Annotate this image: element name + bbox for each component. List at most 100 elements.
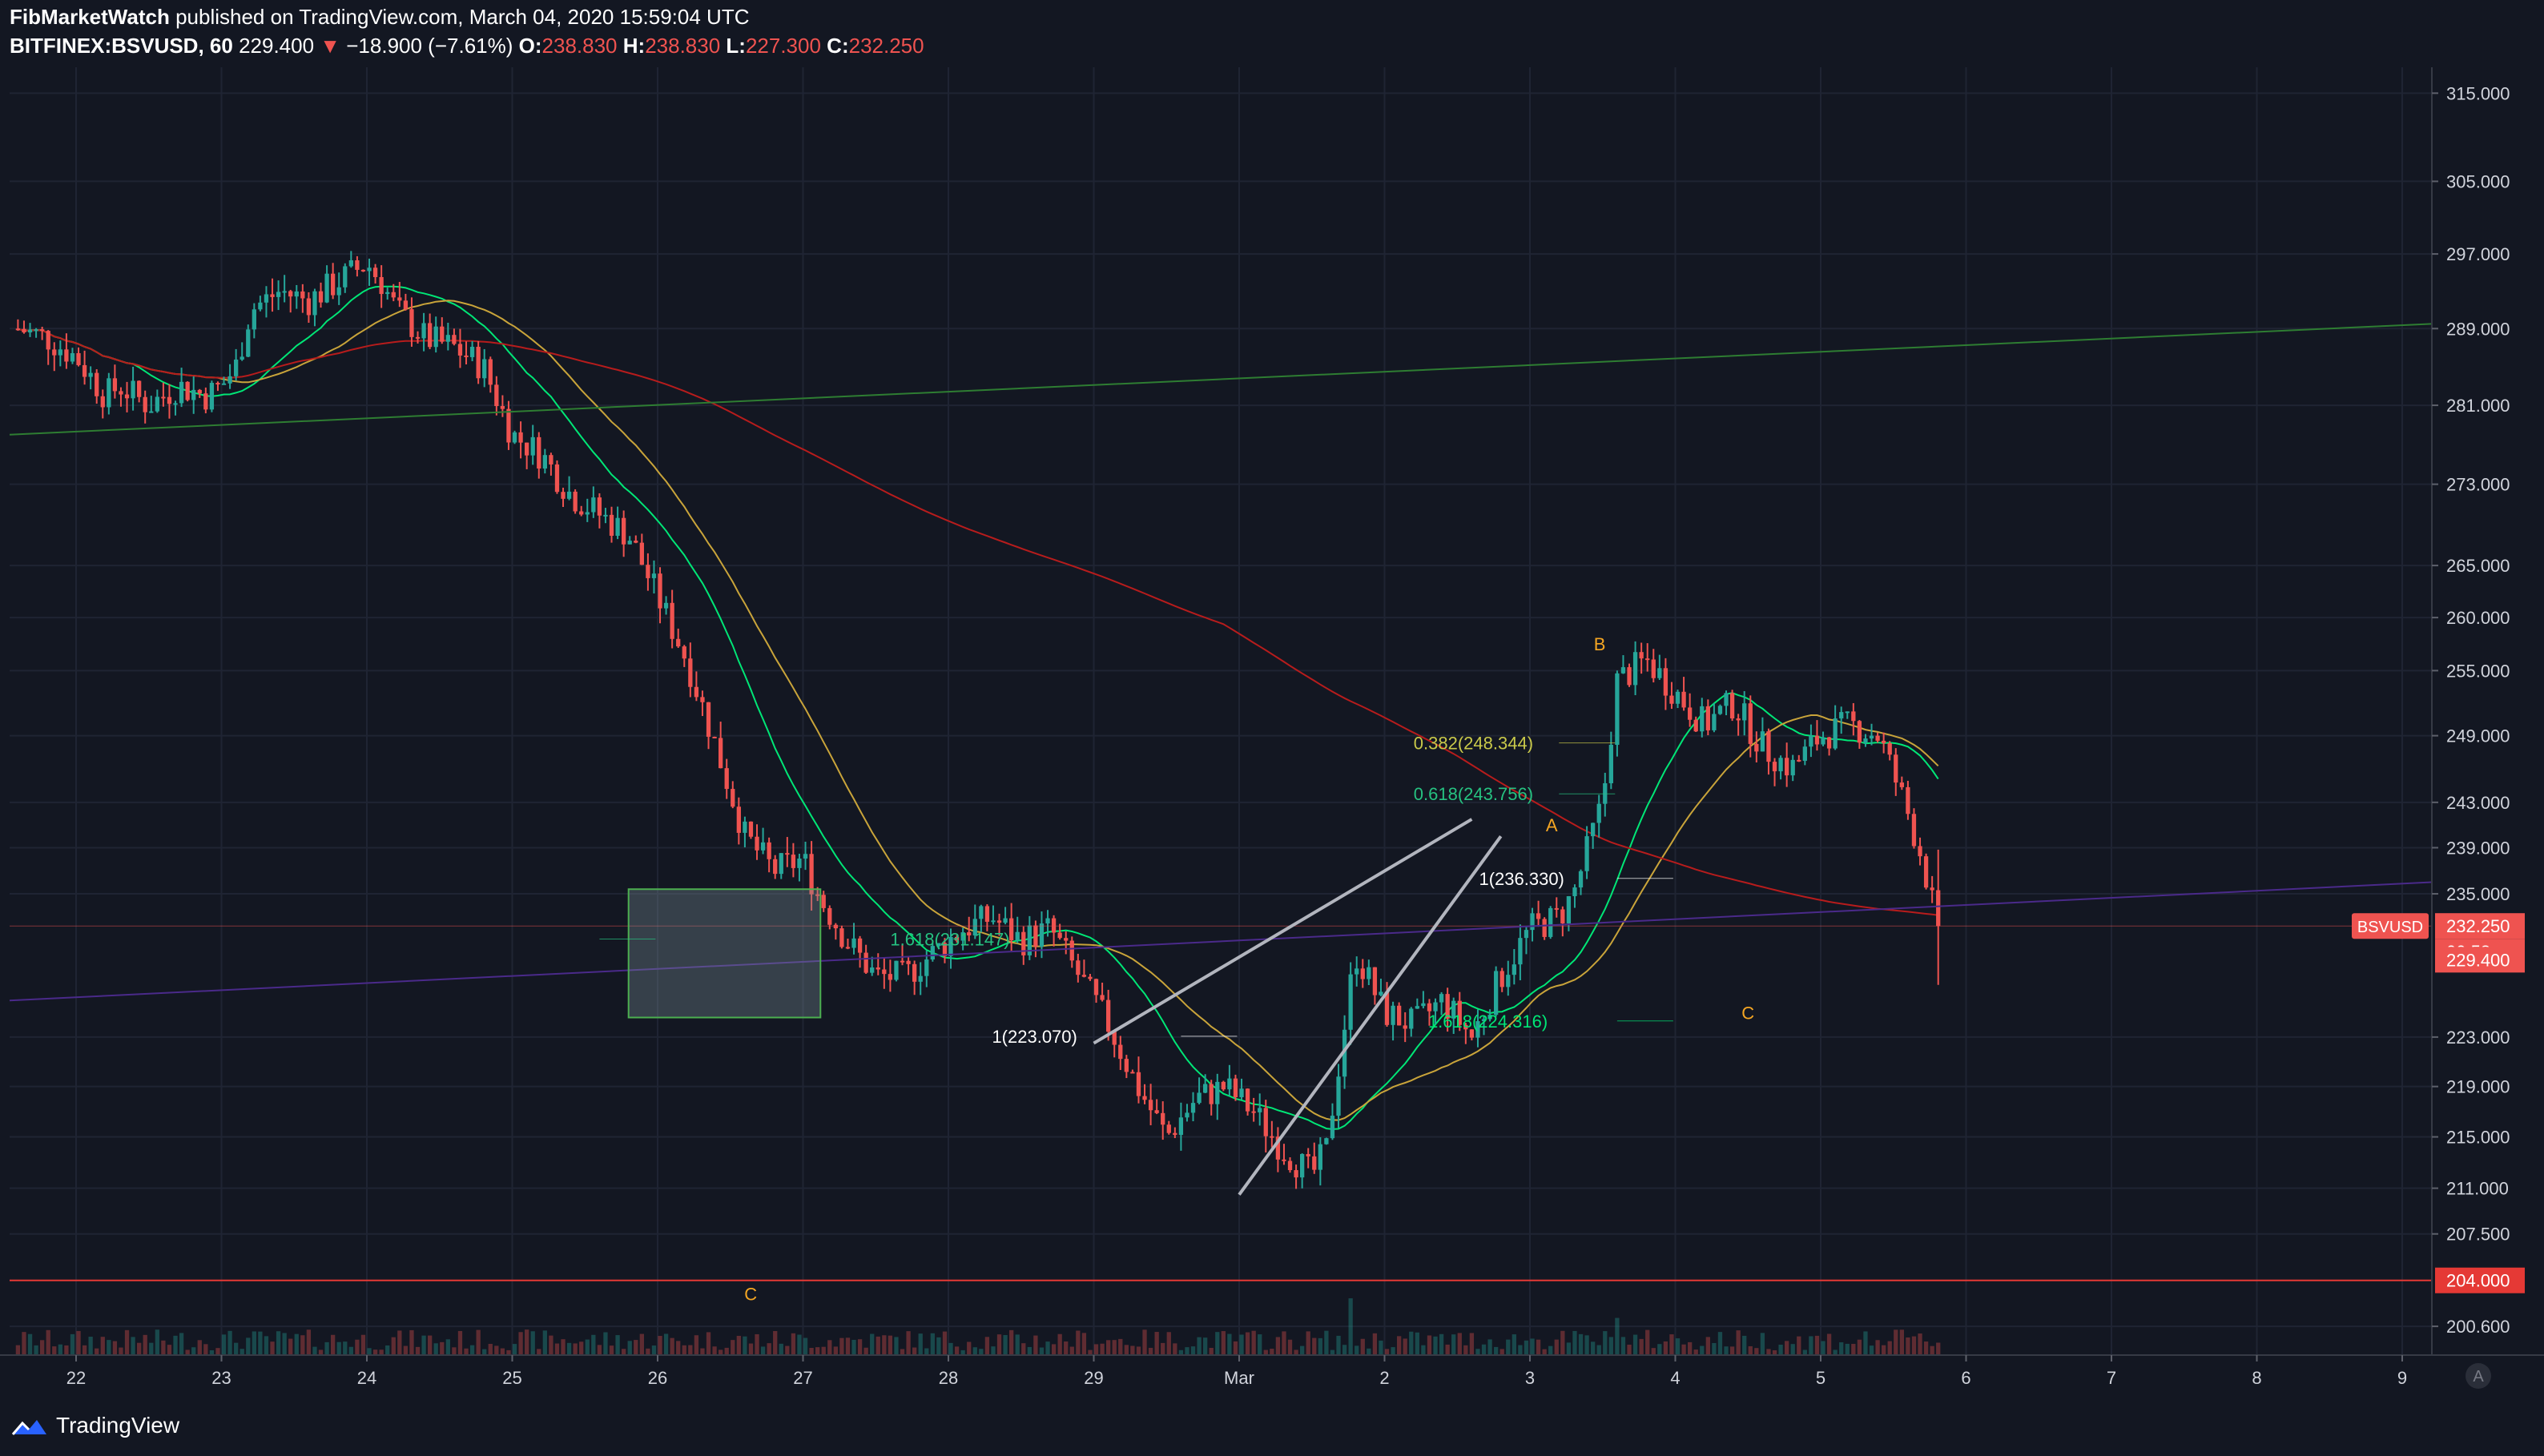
volume-bar (1681, 1344, 1686, 1355)
volume-bar (1330, 1349, 1335, 1355)
candle-body (1415, 1006, 1419, 1009)
volume-bar (627, 1341, 632, 1355)
volume-bar (1148, 1347, 1153, 1355)
volume-bar (518, 1332, 523, 1355)
candle-body (1275, 1136, 1281, 1160)
volume-bar (258, 1331, 263, 1355)
moving-averages (18, 285, 1939, 1130)
candle-body (767, 842, 771, 859)
candle-body (397, 297, 402, 301)
candle-body (1088, 976, 1093, 979)
volume-bar (318, 1349, 324, 1355)
candle-body (155, 396, 159, 412)
volume-bar (1700, 1345, 1705, 1355)
candle-body (984, 906, 990, 922)
candle-body (22, 328, 26, 333)
volume-bar (234, 1342, 239, 1355)
volume-bar (894, 1337, 899, 1355)
candle-body (1869, 735, 1874, 739)
candle-body (1336, 1076, 1341, 1116)
candle-body (469, 347, 475, 357)
volume-bar (1355, 1345, 1359, 1355)
volume-bar (1894, 1329, 1898, 1355)
volume-bar (1475, 1349, 1480, 1355)
volume-bar (185, 1349, 190, 1355)
volume-bar (379, 1349, 384, 1355)
candle-body (227, 376, 232, 384)
candle-body (773, 859, 778, 875)
volume-bar (469, 1345, 475, 1355)
volume-bar (821, 1346, 826, 1355)
volume-bar (1821, 1341, 1825, 1355)
trend-line-purple (9, 881, 2433, 1002)
price-change: −18.900 (−7.61%) (346, 34, 513, 58)
volume-bar (573, 1343, 578, 1355)
candle-body (1112, 1032, 1117, 1045)
volume-bar (1845, 1343, 1850, 1355)
volume-bar (719, 1349, 723, 1355)
volume-bar (1045, 1341, 1050, 1355)
candle-body (1620, 667, 1626, 674)
volume-bar (1869, 1345, 1874, 1355)
trend-line-green (9, 323, 2433, 436)
volume-bar (1190, 1346, 1196, 1355)
candle-body (1258, 1108, 1262, 1112)
volume-bar (1603, 1331, 1608, 1355)
candle-body (1409, 1008, 1414, 1029)
candle-body (785, 853, 790, 855)
volume-bar (397, 1330, 402, 1355)
time-tick-label: 29 (1084, 1368, 1103, 1388)
volume-bar (1294, 1349, 1298, 1355)
fib-level-label: 0.618(243.756) (1414, 784, 1533, 804)
volume-bar (15, 1345, 21, 1355)
published-text: published on TradingView.com, March 04, … (175, 5, 750, 29)
low-label: L: (726, 34, 746, 58)
volume-bar (124, 1329, 130, 1355)
volume-bar (960, 1349, 965, 1355)
candle-body (1263, 1108, 1268, 1136)
volume-bar (119, 1347, 123, 1355)
candle-body (1197, 1092, 1202, 1104)
candle-body (525, 442, 529, 456)
price-tick-label: 219.000 (2446, 1077, 2510, 1097)
auto-scale-label: A (2473, 1368, 2484, 1386)
symbol-label[interactable]: BITFINEX:BSVUSD, 60 (10, 34, 233, 58)
price-chart[interactable]: 1.618(231.147) 1(223.070) 0.382(248.344) 0.… (0, 67, 2544, 1395)
tradingview-logo[interactable]: TradingView (10, 1413, 179, 1438)
candle-body (833, 924, 838, 929)
candle-body (882, 969, 887, 975)
candle-body (1033, 925, 1038, 947)
open-value: 238.830 (541, 34, 618, 58)
candle-body (918, 975, 923, 982)
price-tick-label: 260.000 (2446, 608, 2510, 628)
volume-bar (1675, 1338, 1681, 1355)
volume-bar (1760, 1333, 1765, 1355)
volume-bar (88, 1337, 93, 1355)
candle-body (1360, 968, 1365, 979)
candle-body (421, 323, 426, 339)
volume-bar (1178, 1349, 1184, 1355)
volume-bar (100, 1337, 105, 1355)
candle-body (1136, 1072, 1141, 1096)
candle-body (743, 821, 747, 833)
volume-bar (785, 1345, 790, 1355)
volume-bar (1802, 1349, 1807, 1355)
candle-body (440, 326, 445, 342)
candle-body (876, 967, 880, 970)
volume-bar (276, 1331, 281, 1355)
plot-area[interactable] (10, 67, 2432, 1355)
price-tick-label: 297.000 (2446, 244, 2510, 264)
volume-bar (1142, 1329, 1147, 1355)
candle-body (1487, 1015, 1492, 1020)
candle-body (409, 309, 414, 337)
candle-body (1700, 706, 1705, 732)
author-name[interactable]: FibMarketWatch (10, 5, 170, 29)
candle-body (1554, 907, 1559, 910)
candle-body (131, 380, 135, 399)
volume-bar (1015, 1334, 1020, 1355)
candle-body (1596, 803, 1601, 823)
candle-body (658, 573, 662, 609)
price-tick-label: 211.000 (2446, 1179, 2509, 1199)
candle-body (845, 947, 851, 949)
volume-bar (1814, 1335, 1820, 1355)
